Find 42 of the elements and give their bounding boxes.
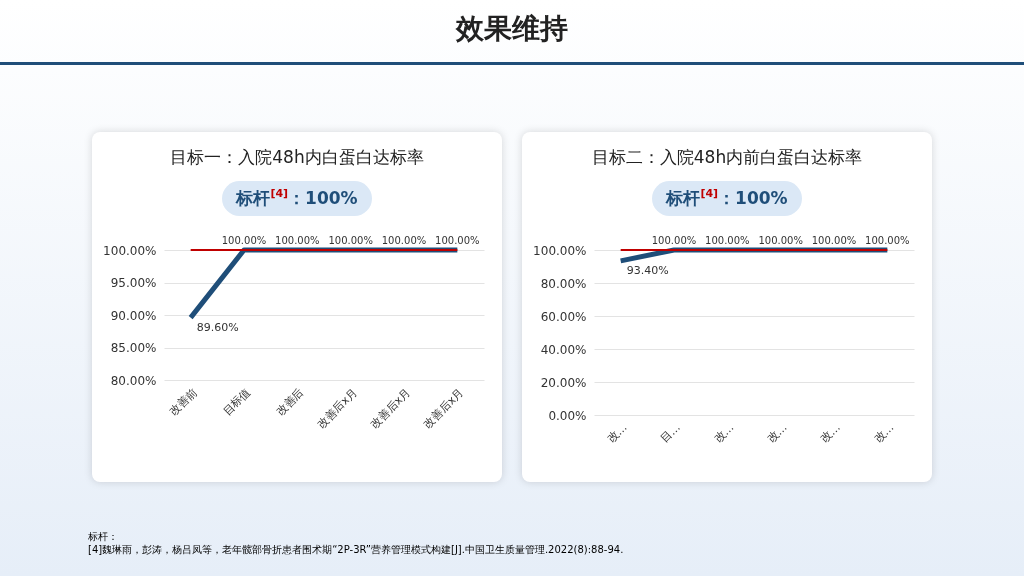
data-label: 100.00% (275, 235, 320, 246)
text: [4]魏琳雨，彭涛，杨吕凤等，老年髋部骨折患者围术期“2P-3R”营养管理模式构建[J].中国卫生质量管理.2022(8):88-94. (88, 543, 624, 556)
text: 效果维持 (455, 11, 569, 47)
data-label: 100.00% (435, 235, 480, 246)
x-tick-label: 改善后x月 (421, 385, 467, 431)
data-label: 93.40% (626, 263, 669, 277)
data-label: 100.00% (758, 235, 803, 246)
data-label: 100.00% (328, 235, 373, 246)
y-tick-label: 100.00% (533, 243, 587, 258)
data-label: 100.00% (705, 235, 750, 246)
x-tick-label: 改善后x月 (368, 385, 413, 431)
y-tick-label: 20.00% (540, 375, 587, 390)
x-tick-label: 改… (604, 420, 630, 446)
text: 标杆： (88, 530, 119, 543)
data-label: 100.00% (381, 235, 427, 246)
y-tick-label: 95.00% (110, 276, 157, 290)
x-tick-label: 改善后 (273, 385, 307, 419)
y-tick-label: 100.00% (103, 243, 157, 258)
data-label: 89.60% (196, 320, 239, 334)
chart-subtitle: 标杆$^{[4]}$：100% (652, 181, 802, 216)
x-tick-label: 改… (711, 420, 737, 446)
y-tick-label: 85.00% (110, 341, 157, 355)
x-tick-label: 改… (818, 420, 843, 446)
y-tick-label: 40.00% (540, 342, 587, 357)
chart-subtitle: 标杆$^{[4]}$：100% (222, 181, 372, 216)
x-tick-label: 改… (764, 420, 790, 446)
x-tick-label: 目标值 (220, 385, 253, 419)
data-label: 100.00% (865, 235, 910, 246)
data-label: 100.00% (221, 235, 267, 246)
x-tick-label: 改善前 (167, 385, 200, 419)
y-tick-label: 90.00% (110, 308, 157, 323)
y-tick-label: 0.00% (548, 408, 587, 423)
x-tick-label: 改… (871, 420, 897, 446)
data-label: 100.00% (811, 235, 857, 246)
y-tick-label: 80.00% (110, 373, 157, 388)
x-tick-label: 改善后x月 (314, 385, 360, 431)
y-tick-label: 80.00% (540, 276, 587, 291)
x-tick-label: 目… (658, 420, 683, 446)
chart-title: 目标二：入院48h内前白蛋白达标率 (590, 146, 864, 169)
chart-title: 目标一：入院48h内白蛋白达标率 (169, 146, 425, 169)
data-label: 100.00% (651, 235, 697, 246)
y-tick-label: 60.00% (540, 309, 587, 324)
